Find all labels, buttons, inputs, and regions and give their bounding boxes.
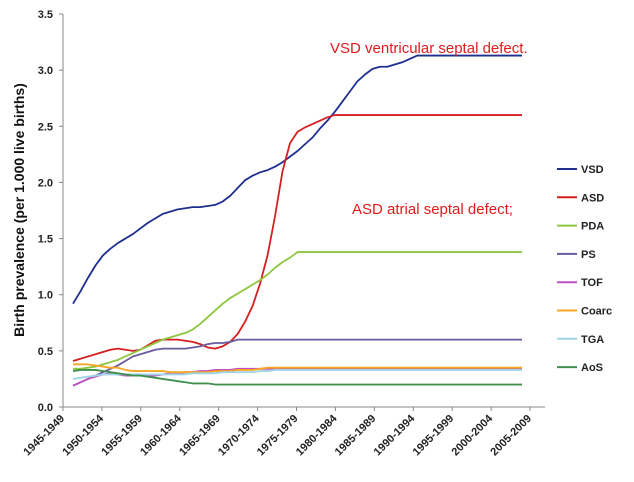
- x-tick-label: 1985-1989: [333, 413, 379, 459]
- x-tick-label: 1975-1979: [255, 413, 301, 459]
- y-tick-label: 1.0: [38, 290, 53, 302]
- y-tick-label: 1.5: [38, 234, 53, 246]
- chart-axes: [62, 14, 545, 408]
- x-tick-label: 1945-1949: [21, 413, 67, 459]
- x-tick-label: 1995-1999: [411, 413, 457, 459]
- series-line-asd: [72, 114, 522, 362]
- y-tick-label: 3.0: [38, 65, 53, 77]
- legend-label-tof: TOF: [581, 277, 603, 289]
- series-line-tga: [72, 369, 522, 380]
- legend-label-coarc: Coarc: [581, 306, 612, 318]
- series-line-vsd: [72, 54, 522, 305]
- legend-label-vsd: VSD: [581, 164, 604, 176]
- legend-label-asd: ASD: [581, 192, 604, 204]
- annotation-vsd: VSD ventricular septal defect.: [330, 40, 528, 57]
- annotation-asd: ASD atrial septal defect;: [352, 201, 513, 218]
- legend-label-ps: PS: [581, 249, 596, 261]
- series-line-pda: [73, 251, 522, 370]
- y-tick-label: 0.0: [38, 402, 53, 414]
- series-line-ps: [72, 338, 522, 387]
- y-tick-label: 3.5: [38, 9, 53, 21]
- legend-label-aos: AoS: [581, 362, 603, 374]
- series-line-aos: [72, 369, 522, 386]
- series-line-tof: [72, 367, 522, 387]
- y-tick-label: 2.5: [38, 121, 53, 133]
- chart-legend: VSD ASD PDA PS TOF Coarc TGA AoS: [557, 164, 612, 374]
- chart-series: [72, 54, 522, 387]
- chart-ticks: 0.00.51.01.52.02.53.03.51945-19491950-19…: [21, 9, 534, 458]
- y-tick-label: 2.0: [38, 177, 53, 189]
- series-line-coarc: [73, 363, 522, 374]
- y-tick-label: 0.5: [38, 346, 53, 358]
- x-tick-label: 1955-1959: [99, 413, 145, 459]
- legend-label-pda: PDA: [581, 221, 604, 233]
- y-axis-label: Birth prevalence (per 1.000 live births): [11, 83, 27, 337]
- x-tick-label: 1965-1969: [177, 413, 223, 459]
- x-tick-label: 2005-2009: [488, 413, 534, 459]
- legend-label-tga: TGA: [581, 334, 604, 346]
